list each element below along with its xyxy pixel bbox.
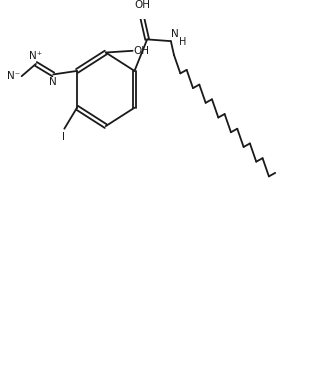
Text: N⁻: N⁻ [7, 71, 20, 81]
Text: N⁺: N⁺ [29, 51, 42, 61]
Text: H: H [179, 37, 186, 47]
Text: N: N [49, 77, 57, 87]
Text: N: N [172, 29, 179, 39]
Text: OH: OH [133, 46, 149, 56]
Text: I: I [62, 132, 65, 142]
Text: OH: OH [134, 0, 150, 10]
